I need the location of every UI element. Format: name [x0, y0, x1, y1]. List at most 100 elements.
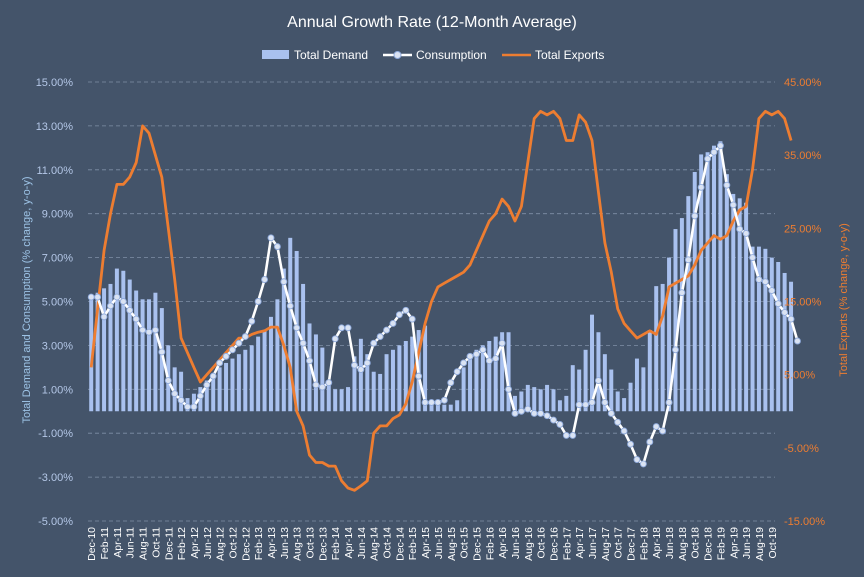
legend-label-total-demand: Total Demand — [294, 48, 368, 62]
total-demand-bar — [371, 371, 376, 412]
consumption-point — [582, 401, 590, 409]
x-axis-tick-label: Oct-19 — [767, 527, 779, 559]
right-axis-tick-label: 15.00% — [784, 297, 822, 309]
x-axis-tick-label: Dec-11 — [163, 527, 175, 560]
legend-item-total-exports[interactable]: Total Exports — [502, 48, 604, 62]
consumption-point — [524, 405, 532, 413]
consumption-point — [395, 311, 403, 319]
consumption-point — [774, 300, 782, 308]
legend-item-total-demand[interactable]: Total Demand — [262, 48, 368, 62]
consumption-point — [517, 407, 525, 415]
consumption-point — [209, 372, 217, 380]
x-axis-tick-label: Apr-18 — [651, 527, 663, 559]
consumption-point — [203, 381, 211, 389]
consumption-point — [132, 315, 140, 323]
consumption-point — [556, 420, 564, 428]
right-axis-title: Total Exports (% change, y-o-y) — [838, 223, 850, 376]
x-axis-tick-label: Dec-14 — [394, 527, 406, 561]
consumption-point — [87, 293, 95, 301]
left-axis-tick-label: 1.00% — [42, 384, 73, 396]
consumption-point — [222, 352, 230, 360]
consumption-point — [145, 328, 153, 336]
consumption-point — [158, 348, 166, 356]
total-demand-bar — [121, 270, 126, 412]
consumption-point — [139, 326, 147, 334]
consumption-point — [479, 346, 487, 354]
x-axis-tick-label: Apr-16 — [497, 527, 509, 559]
consumption-point — [787, 315, 795, 323]
consumption-point — [768, 287, 776, 294]
total-demand-bar — [551, 389, 556, 412]
consumption-point — [363, 359, 371, 367]
consumption-point — [383, 326, 391, 334]
total-demand-bar — [108, 283, 113, 412]
total-demand-bar — [262, 330, 267, 412]
total-demand-bar — [750, 246, 755, 412]
legend: Total Demand Consumption Total Exports — [262, 48, 604, 62]
consumption-point — [113, 293, 121, 301]
total-demand-bar — [686, 196, 691, 412]
total-demand-bar — [602, 354, 607, 412]
total-demand-bar — [776, 261, 781, 412]
consumption-point — [530, 409, 538, 417]
consumption-point — [620, 427, 628, 435]
consumption-point — [550, 416, 557, 424]
x-axis-tick-label: Jun-18 — [664, 527, 676, 559]
left-axis-tick-label: -3.00% — [38, 472, 73, 484]
consumption-point — [100, 313, 108, 321]
x-axis-tick-label: Feb-18 — [638, 527, 650, 560]
total-demand-bar — [114, 268, 119, 412]
right-axis-tick-label: -15.00% — [784, 516, 825, 528]
left-axis-tick-label: 15.00% — [36, 77, 74, 89]
x-axis-tick-label: Aug-11 — [138, 527, 150, 560]
x-axis-tick-label: Apr-19 — [728, 527, 740, 559]
consumption-point — [639, 460, 647, 468]
total-demand-bar — [256, 336, 261, 412]
left-axis-tick-label: 5.00% — [42, 297, 73, 309]
total-demand-bar — [326, 384, 331, 412]
total-demand-bar — [230, 358, 235, 412]
x-axis-tick-label: Dec-17 — [626, 527, 638, 561]
total-demand-bar — [95, 292, 100, 412]
right-axis-tick-label: 25.00% — [784, 223, 822, 235]
consumption-point — [588, 399, 596, 406]
total-demand-bar — [435, 404, 440, 412]
x-axis-tick-label: Apr-15 — [420, 527, 432, 559]
total-demand-bar — [429, 402, 434, 412]
x-axis-tick-label: Oct-16 — [536, 527, 548, 559]
consumption-point — [151, 326, 159, 334]
consumption-point — [196, 392, 204, 400]
consumption-point — [633, 456, 641, 463]
consumption-point — [267, 234, 275, 242]
x-axis-tick-label: Oct-13 — [305, 527, 317, 559]
consumption-point — [742, 230, 750, 237]
left-axis-title: Total Demand and Consumption (% change, … — [21, 176, 33, 423]
total-demand-bar — [89, 294, 94, 412]
consumption-point — [466, 352, 474, 360]
consumption-point — [273, 243, 281, 251]
total-demand-bar — [769, 257, 774, 412]
total-demand-bar — [455, 400, 460, 412]
consumption-point — [594, 377, 602, 384]
legend-label-consumption: Consumption — [416, 48, 487, 62]
x-axis-tick-label: Apr-12 — [189, 527, 201, 559]
consumption-point — [164, 377, 172, 384]
legend-label-total-exports: Total Exports — [535, 48, 604, 62]
x-axis-tick-label: Feb-14 — [330, 527, 342, 560]
right-axis-tick-label: 45.00% — [784, 77, 822, 89]
total-demand-bar — [268, 316, 273, 412]
legend-item-consumption[interactable]: Consumption — [383, 48, 487, 62]
consumption-point — [241, 333, 249, 341]
total-demand-bar — [288, 237, 293, 412]
consumption-point — [421, 399, 429, 406]
consumption-point — [781, 309, 789, 316]
total-demand-bar — [204, 380, 209, 412]
consumption-point — [562, 431, 570, 439]
total-demand-bar — [564, 395, 569, 412]
x-axis-tick-label: Apr-14 — [343, 527, 355, 559]
x-axis-tick-label: Aug-19 — [754, 527, 766, 561]
consumption-point — [665, 399, 673, 406]
total-demand-bar — [737, 198, 742, 412]
total-demand-bar — [403, 341, 408, 412]
x-axis-tick-label: Jun-15 — [433, 527, 445, 559]
